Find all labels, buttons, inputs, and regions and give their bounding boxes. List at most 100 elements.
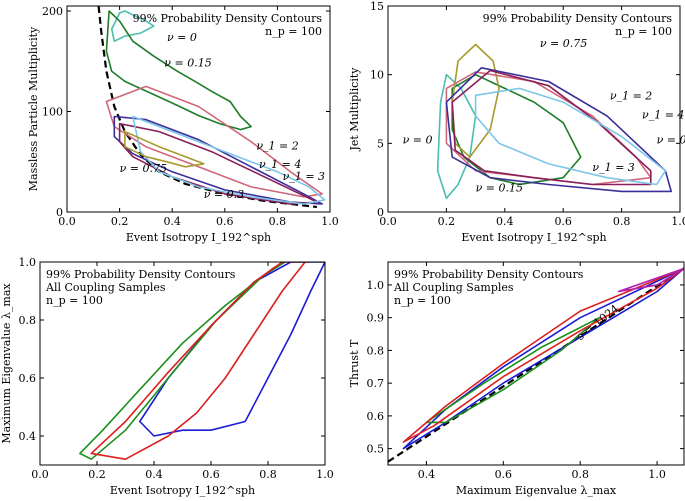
contour-label: ν_1 = 4	[642, 109, 684, 122]
contour--0-15	[105, 10, 252, 131]
annotation-line: n_p = 100	[394, 294, 451, 307]
contour--0-75	[124, 130, 205, 168]
contour--0	[436, 73, 477, 200]
x-tick-label: 0.0	[58, 215, 76, 228]
chart-panel-2: 0.0 0.2 0.4 0.6 0.8 1.0 0 5 10 15 ν = 0 ν = 0.15 ν =…	[348, 0, 685, 244]
contour-label: ν = 0.3	[657, 133, 685, 146]
y-tick-label: 0	[377, 206, 384, 219]
bound-label: s = 1024	[574, 302, 621, 343]
x-tick-label: 0.8	[259, 468, 277, 481]
y-tick-label: 1.0	[367, 279, 385, 292]
plot-area	[97, 6, 326, 209]
contour-blue	[139, 262, 325, 437]
y-tick-label: 0.8	[367, 344, 385, 357]
contour--1-4	[445, 67, 672, 193]
contour-label: ν = 0	[403, 133, 433, 146]
x-tick-label: 1.0	[648, 468, 666, 481]
contour-magenta	[617, 267, 684, 293]
x-tick-label: 1.0	[321, 215, 339, 228]
annotation-line: 99% Probability Density Contours	[483, 12, 673, 25]
annotation-line: 99% Probability Density Contours	[133, 12, 323, 25]
contour--1-2	[105, 85, 323, 198]
x-tick-label: 0.4	[496, 215, 514, 228]
x-axis-label: Maximum Eigenvalue λ_max	[456, 484, 617, 497]
y-tick-label: 1.0	[19, 256, 37, 269]
contour-green	[425, 316, 601, 424]
x-tick-label: 0.6	[216, 215, 234, 228]
contour-label: ν = 0.15	[476, 181, 523, 194]
x-tick-label: 0.8	[269, 215, 287, 228]
contour-label: ν = 0.15	[164, 56, 211, 69]
x-axis-label: Event Isotropy I_192^sph	[126, 231, 271, 244]
plot-area	[388, 267, 684, 463]
plot-area	[79, 262, 325, 460]
contour-label: ν = 0.75	[540, 37, 587, 50]
contour-red	[402, 267, 684, 443]
contour--0-3	[132, 115, 326, 205]
x-axis-label: Event Isotropy I_192^sph	[461, 231, 606, 244]
y-tick-label: 200	[42, 5, 63, 18]
contour-label: ν = 0.75	[120, 162, 167, 175]
y-tick-label: 0.9	[367, 312, 385, 325]
contour-label: ν_1 = 3	[283, 170, 325, 183]
contour-label: ν_1 = 3	[592, 161, 634, 174]
x-tick-label: 0.4	[145, 468, 163, 481]
y-tick-label: 15	[370, 0, 384, 13]
y-tick-label: 100	[42, 106, 63, 119]
y-tick-label: 0.6	[19, 372, 37, 385]
y-tick-label: 0.5	[367, 443, 385, 456]
annotation-line: All Coupling Samples	[393, 281, 514, 294]
annotation-line: 99% Probability Density Contours	[394, 268, 584, 281]
y-axis-label: Maximum Eigenvalue λ_max	[0, 283, 13, 444]
annotation-line: All Coupling Samples	[45, 281, 166, 294]
axes-frame	[66, 5, 331, 213]
contour-blue	[402, 267, 684, 450]
bound-curve	[388, 267, 684, 463]
y-tick-label: 10	[370, 69, 384, 82]
x-tick-label: 0.0	[31, 468, 49, 481]
y-axis-label: Massless Particle Multiplicity	[27, 26, 40, 191]
contour-label: ν_1 = 4	[259, 158, 301, 171]
x-tick-label: 0.4	[418, 468, 436, 481]
y-tick-label: 0.8	[19, 314, 37, 327]
x-tick-label: 0.6	[495, 468, 513, 481]
x-tick-label: 1.0	[671, 215, 685, 228]
x-tick-label: 0.2	[88, 468, 106, 481]
contour-label: ν_1 = 2	[610, 89, 652, 102]
x-tick-label: 0.4	[163, 215, 181, 228]
annotation-line: 99% Probability Density Contours	[46, 268, 236, 281]
axes-frame	[387, 261, 685, 466]
x-tick-label: 0.8	[571, 468, 589, 481]
x-tick-label: 0.8	[613, 215, 631, 228]
chart-panel-4: 0.4 0.6 0.8 1.0 0.5 0.6 0.7 0.8 0.9 1.0 s = 1024 99…	[348, 261, 685, 497]
contour-green	[79, 262, 286, 460]
x-tick-label: 0.0	[379, 215, 397, 228]
plot-area	[436, 43, 672, 200]
y-axis-label: Jet Multiplicity	[348, 67, 361, 152]
contour--0-15	[451, 73, 582, 186]
chart-panel-3: 0.0 0.2 0.4 0.6 0.8 1.0 0.4 0.6 0.8 1.0 99% Probab…	[0, 256, 334, 497]
y-tick-label: 5	[377, 137, 384, 150]
annotation-line: n_p = 100	[615, 25, 672, 38]
y-tick-label: 0.7	[367, 377, 385, 390]
axes-frame	[39, 261, 326, 466]
contour-label: ν = 0.3	[204, 188, 244, 201]
contour-label: ν_1 = 2	[256, 140, 298, 153]
x-tick-label: 0.2	[438, 215, 456, 228]
y-axis-label: Thrust T	[348, 339, 361, 387]
contour-red	[90, 262, 306, 460]
x-tick-label: 0.6	[554, 215, 572, 228]
contour--0-3	[474, 87, 667, 186]
x-tick-label: 0.6	[202, 468, 220, 481]
axes-frame	[387, 5, 681, 213]
contour--1-3	[118, 122, 318, 205]
x-axis-label: Event Isotropy I_192^sph	[110, 484, 255, 497]
y-tick-label: 0.4	[19, 430, 37, 443]
contour-label: ν = 0	[167, 31, 197, 44]
annotation-line: n_p = 100	[46, 294, 103, 307]
annotation-line: n_p = 100	[265, 25, 322, 38]
chart-panel-1: 0.0 0.2 0.4 0.6 0.8 1.0 0 100 200 ν = 0 ν = 0.15 ν_…	[27, 5, 339, 244]
y-tick-label: 0	[56, 206, 63, 219]
y-tick-label: 0.6	[367, 410, 385, 423]
